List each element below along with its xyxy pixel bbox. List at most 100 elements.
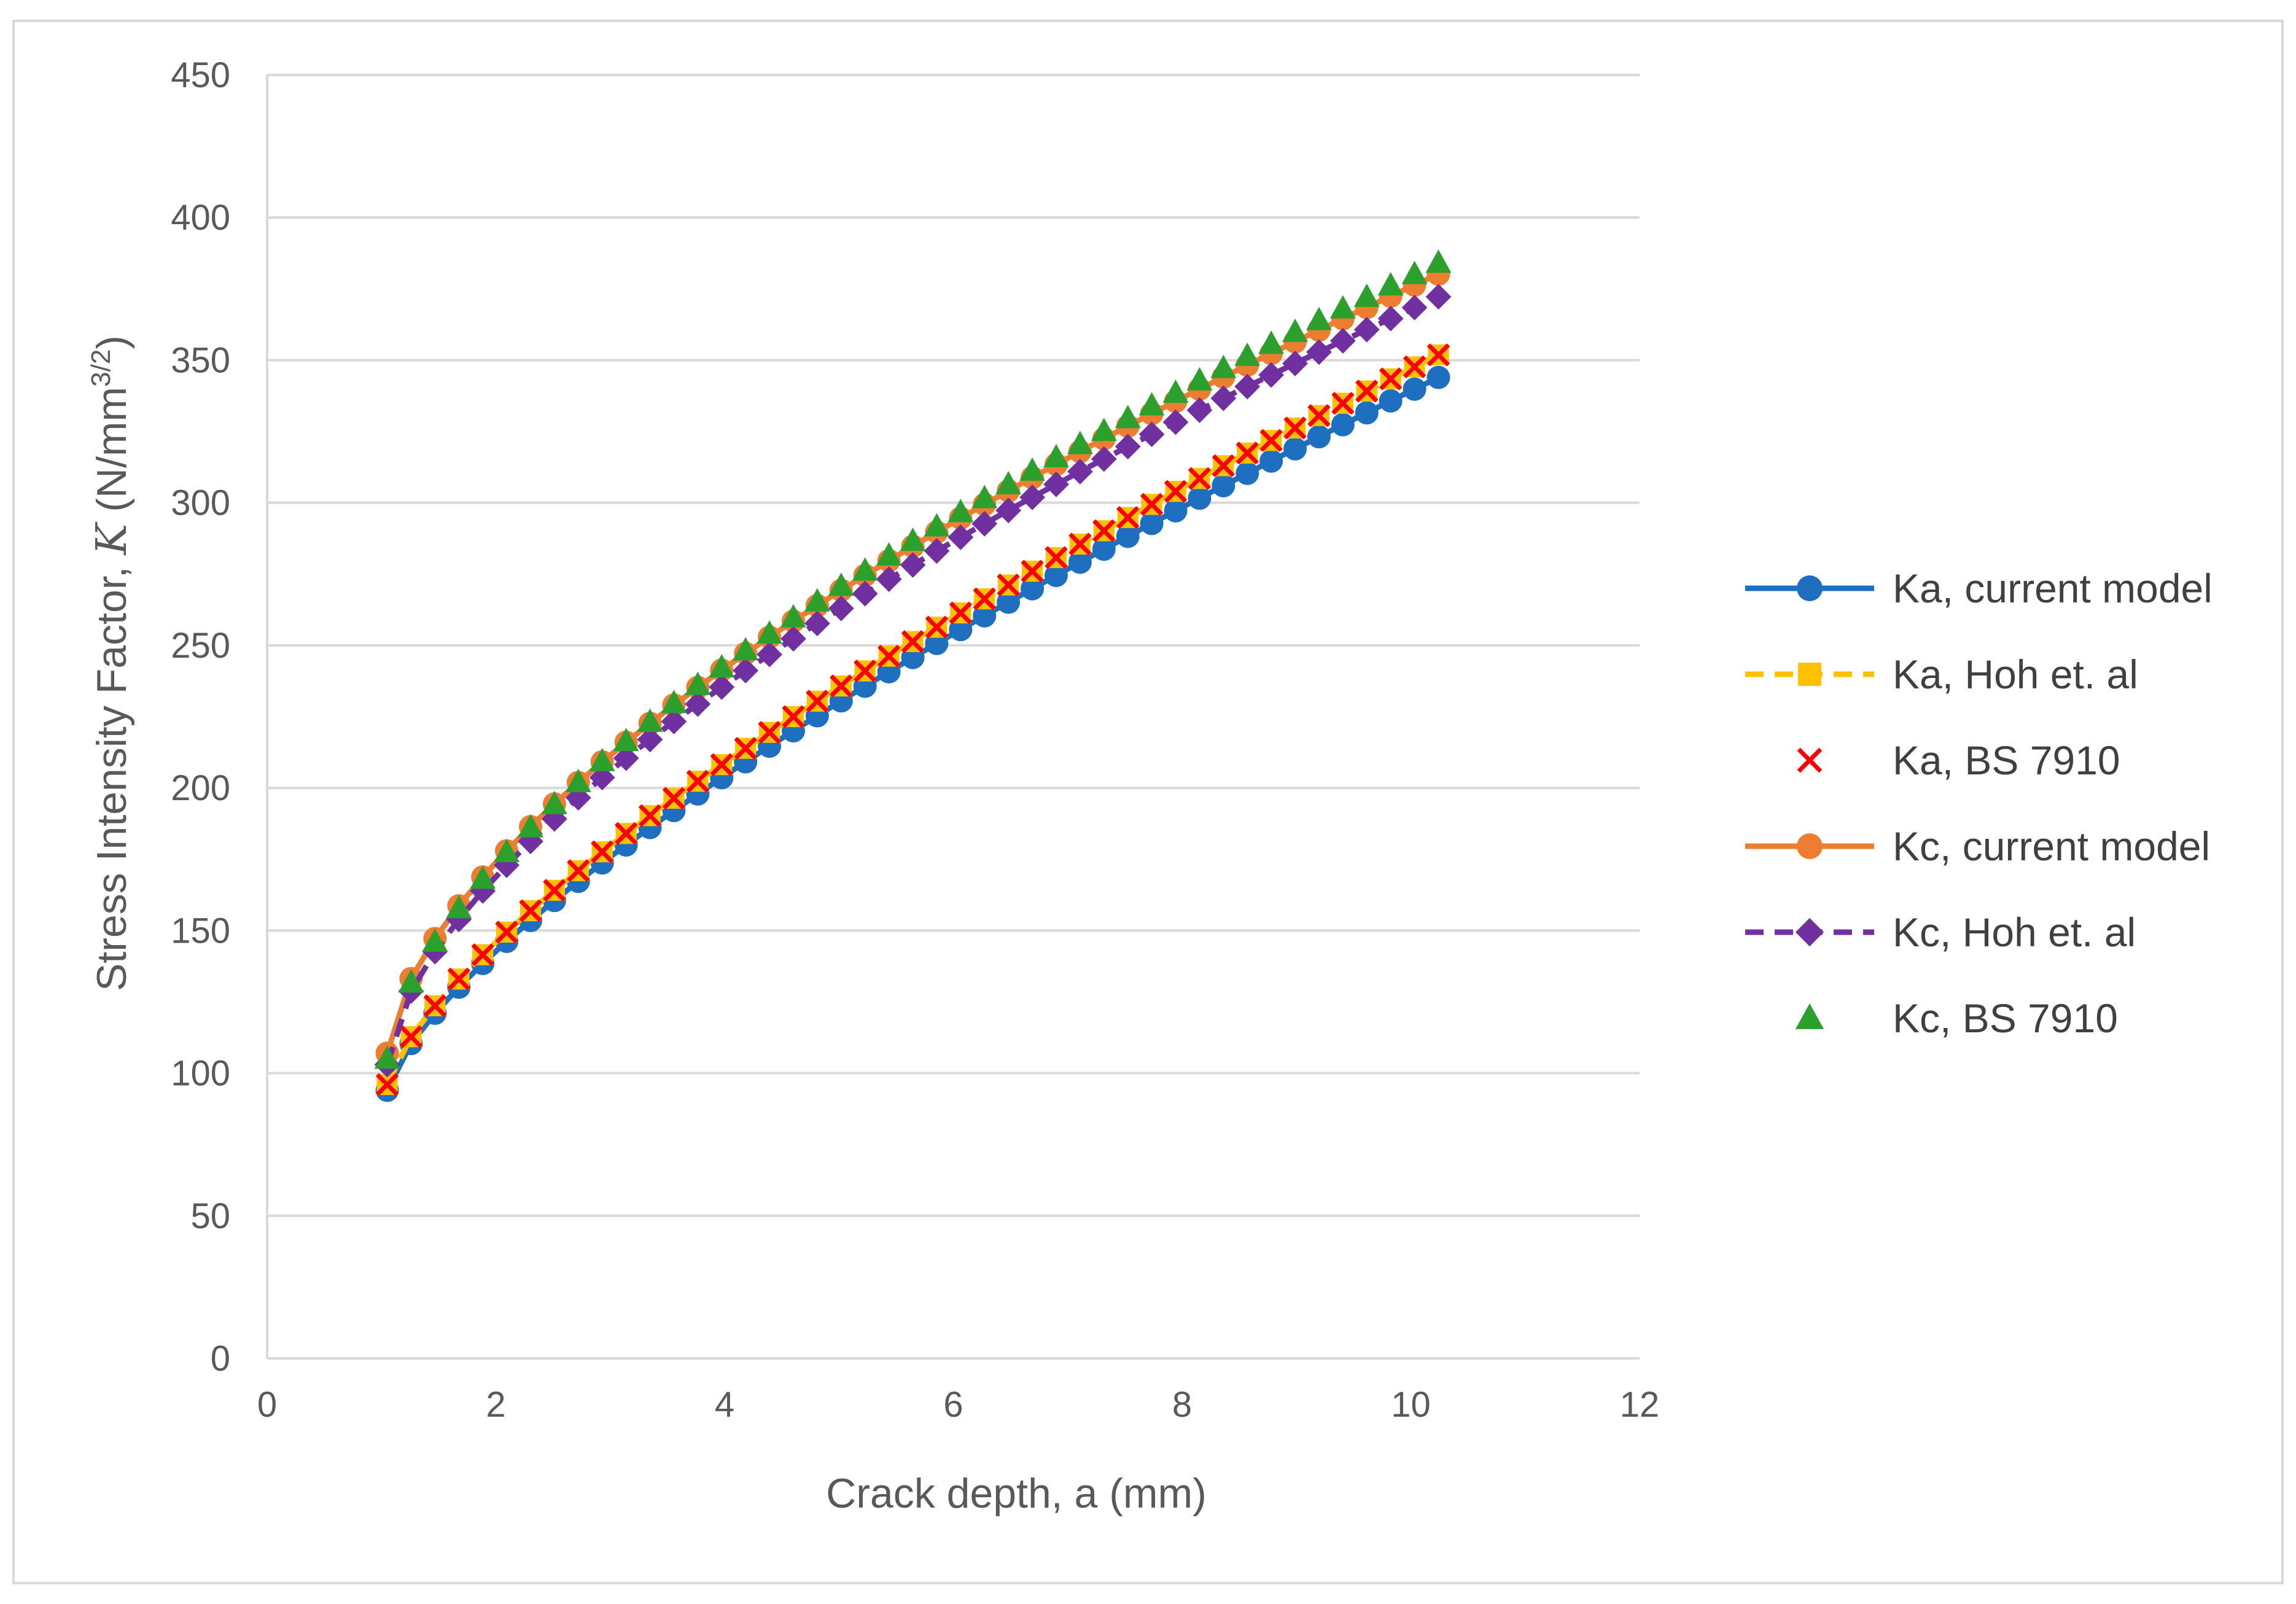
series-3-point-42 [1355,380,1379,403]
series-3-point-21 [854,659,877,683]
series-3-point-22 [877,644,901,668]
series-5-point-39 [1282,350,1308,376]
series-3-point-37 [1236,442,1259,465]
series-3-point-14-stroke-b [686,769,709,793]
series-5-point-27 [995,497,1022,524]
series-5-point-14 [685,691,711,717]
series-3-point-2-stroke-b [399,1025,423,1048]
series-3-point-31-stroke-b [1092,519,1116,542]
series-6-point-31 [1091,418,1117,442]
series-3-point-9 [567,859,590,882]
series-6-point-25 [948,499,974,523]
series-3-point-39 [1283,416,1307,440]
y-tick-label-0: 0 [211,1339,230,1379]
series-3-point-12 [638,804,662,827]
series-5-point-44 [1401,294,1428,321]
series-5-point-25 [948,524,974,550]
series-1-point-32 [1116,524,1140,548]
series-5-point-33 [1138,421,1165,448]
series-6-point-28 [1019,457,1045,481]
series-5-point-15 [709,674,735,700]
series-6-point-38 [1258,330,1285,354]
series-5-point-7 [518,828,543,854]
legend-label-3: Ka, BS 7910 [1893,738,2120,783]
series-3-point-43 [1379,367,1403,391]
series-3-point-13 [662,787,686,810]
series-5-point-26 [971,510,998,537]
series-5-point-29 [1043,471,1069,497]
series-3-point-11 [615,822,638,845]
series-3-point-10-stroke-b [591,840,614,863]
series-3-point-41-stroke-b [1331,392,1355,415]
x-tick-label-12: 12 [1620,1385,1660,1425]
series-5-point-19 [804,610,830,637]
series-6-point-35 [1186,367,1213,391]
series-6-point-36 [1210,354,1237,378]
series-5-point-5 [470,878,496,904]
series-6-point-42 [1353,283,1380,307]
y-axis-title-unit-exponent: 3/2 [86,349,116,387]
series-3-point-23 [901,630,925,653]
legend-marker-6 [1795,1003,1824,1029]
series-3-point-45 [1426,343,1450,367]
series-1-point-42 [1355,401,1379,425]
series-5-point-21 [852,580,878,607]
series-5-point-31 [1091,446,1117,472]
series-3-point-26 [973,587,996,610]
series-1-point-37 [1236,461,1259,485]
series-5-point-16 [733,658,759,683]
series-5-point-34 [1162,409,1189,435]
series-3-point-12-stroke-b [638,804,662,827]
series-1-point-29 [1044,564,1068,588]
series-5-point-40 [1306,339,1332,365]
series-5-point-20 [828,595,854,621]
series-5-point-38 [1258,362,1285,388]
series-3-point-40 [1307,404,1331,427]
series-3-point-16-stroke-b [734,736,757,760]
series-3-point-1 [375,1073,399,1096]
y-axis-title-symbol: K [88,521,136,556]
y-tick-label-150: 150 [171,911,230,951]
series-6-point-26 [971,485,998,508]
legend: Ka, current model Ka, Hoh et. al Ka, BS 79… [1745,566,2212,1041]
series-6-point-39 [1282,318,1308,342]
series-6-point-19 [804,588,830,612]
series-1-point-41 [1331,413,1355,437]
series-3-point-22-stroke-b [877,644,901,668]
series-5-point-45 [1425,284,1452,310]
series-6-point-32 [1115,405,1141,429]
y-tick-label-200: 200 [171,768,230,808]
series-6-point-40 [1306,306,1332,330]
x-tick-label-4: 4 [715,1385,734,1425]
series-3-point-28 [1021,559,1044,583]
series-6-point-9 [565,769,591,793]
series-3-point-36-stroke-b [1212,454,1235,478]
series-6-point-3 [422,928,448,952]
series-3-point-27-stroke-b [997,573,1020,597]
series-3-point-29-stroke-b [1045,546,1068,569]
series-6-point-8 [542,790,567,814]
series-3-point-6-stroke-b [495,921,518,944]
series-3-point-31 [1092,519,1116,542]
series-1-point-36 [1212,473,1236,497]
series-3-point-7 [519,899,542,922]
series-3-point-8 [543,879,566,902]
legend-marker-4 [1797,833,1823,859]
series-3-point-9-stroke-b [567,859,590,882]
x-tick-label-0: 0 [257,1385,277,1425]
series-3-point-40-stroke-b [1307,404,1331,427]
series-6-point-10 [589,747,615,771]
legend-item-5: Kc, Hoh et. al [1745,909,2136,955]
legend-marker-2 [1798,663,1821,686]
series-3-point-38 [1259,429,1283,452]
series-3-point-21-stroke-b [854,659,877,683]
series-6-point-16 [733,637,759,661]
series-3-point-32-stroke-b [1116,506,1140,529]
series-5-point-37 [1234,373,1261,400]
y-axis-title: Stress Intensity Factor, K (N/mm3/2) [86,335,136,991]
series-6-point-27 [995,471,1022,495]
legend-label-4: Kc, current model [1893,823,2210,869]
series-5-point-36 [1210,385,1237,411]
series-6-point-24 [924,513,950,537]
